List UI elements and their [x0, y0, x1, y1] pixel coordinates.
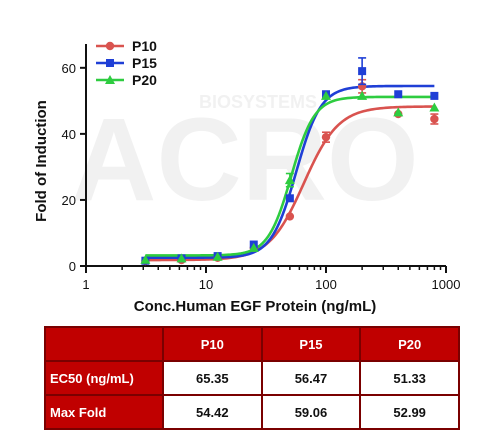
data-point-p20 — [429, 102, 440, 112]
data-point-p20 — [248, 242, 259, 252]
data-point-p15 — [285, 194, 294, 203]
x-tick-label: 10 — [199, 277, 213, 292]
legend-marker-p15 — [106, 59, 114, 67]
table-row: EC50 (ng/mL) 65.35 56.47 51.33 — [44, 360, 460, 396]
table-cell: 59.06 — [260, 394, 362, 430]
y-tick-label: 0 — [69, 259, 76, 274]
x-axis-title: Conc.Human EGF Protein (ng/mL) — [134, 298, 377, 315]
data-point-p15 — [394, 90, 403, 99]
data-point-p20 — [357, 90, 368, 100]
data-point-p10 — [430, 114, 439, 124]
table-header-row: P10 P15 P20 — [44, 326, 460, 362]
summary-table: P10 P15 P20 EC50 (ng/mL) 65.35 56.47 51.… — [44, 326, 460, 430]
legend-label-p10: P10 — [132, 38, 157, 54]
legend-marker-p10 — [105, 41, 115, 51]
table-row-label: EC50 (ng/mL) — [44, 360, 164, 396]
table-row-label: Max Fold — [44, 394, 164, 430]
legend-label-p20: P20 — [132, 72, 157, 88]
table-cell: 56.47 — [260, 360, 362, 396]
fit-curve-p15 — [145, 84, 435, 260]
data-point-p20 — [393, 107, 404, 117]
table-header-cell — [44, 326, 164, 362]
watermark-sub-text: BIOSYSTEMS — [199, 92, 317, 112]
data-point-p20 — [140, 254, 151, 264]
x-tick-label: 100 — [315, 277, 337, 292]
y-tick-label: 20 — [62, 193, 76, 208]
x-tick-label: 1 — [82, 277, 89, 292]
data-points — [140, 57, 440, 266]
y-tick-label: 40 — [62, 127, 76, 142]
data-point-p15 — [358, 67, 367, 76]
table-cell: 52.99 — [359, 394, 460, 430]
table-cell: 51.33 — [359, 360, 460, 396]
watermark-logo-text: ACRO — [71, 94, 418, 226]
table-row: Max Fold 54.42 59.06 52.99 — [44, 394, 460, 430]
y-tick-label: 60 — [62, 61, 76, 76]
data-point-p10 — [285, 212, 295, 221]
data-point-p20 — [212, 251, 223, 261]
table-header-cell: P15 — [260, 326, 362, 362]
legend-marker-p20 — [105, 75, 115, 84]
data-point-p15 — [430, 91, 439, 100]
table-header-cell: P20 — [359, 326, 460, 362]
legend-label-p15: P15 — [132, 55, 157, 71]
data-point-p10 — [321, 132, 331, 142]
data-point-p20 — [284, 175, 295, 185]
x-tick-label: 1000 — [432, 277, 461, 292]
y-axis-title: Fold of Induction — [33, 100, 50, 222]
data-point-p20 — [176, 253, 187, 263]
table-header-cell: P10 — [162, 326, 263, 362]
table-cell: 65.35 — [162, 360, 263, 396]
data-point-p20 — [321, 90, 331, 100]
axes: 0 20 40 60 1 10 100 1000 — [62, 44, 461, 292]
table-cell: 54.42 — [162, 394, 263, 430]
